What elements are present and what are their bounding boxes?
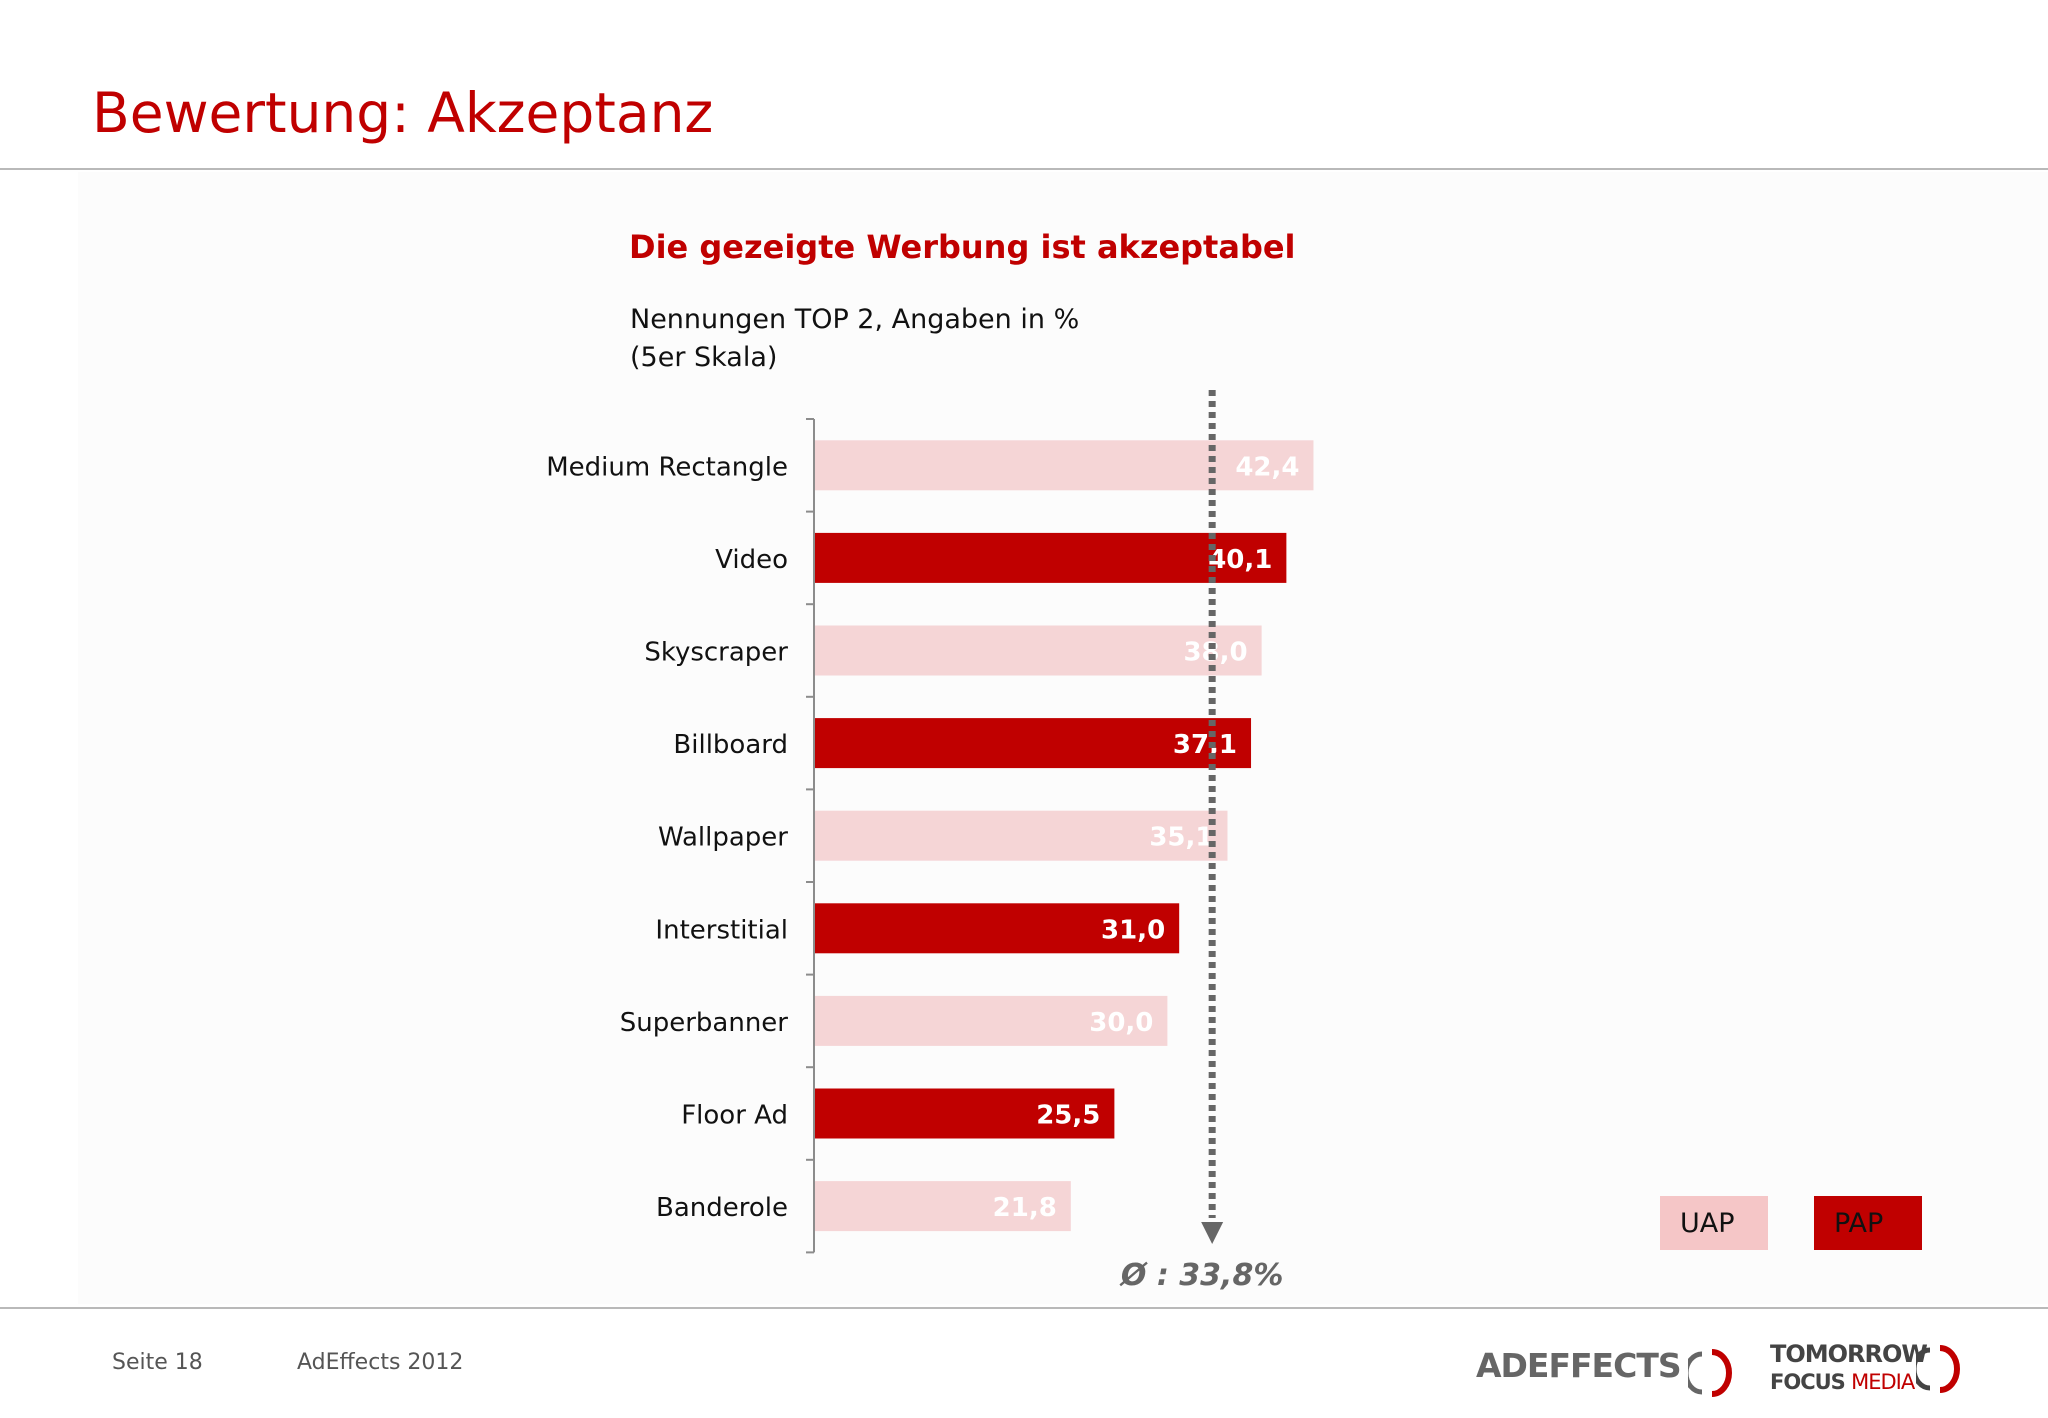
bar: [815, 1088, 1115, 1139]
tfm-logo-mark-icon: [1916, 1345, 1960, 1393]
category-label: Skyscraper: [644, 638, 788, 668]
adeffects-logo: ADEFFECTS: [1476, 1346, 1732, 1398]
tfm-logo-line-1: TOMORROW: [1770, 1340, 1928, 1368]
bar: [815, 625, 1262, 676]
legend-item-pap: PAP: [1814, 1196, 1922, 1250]
bar: [815, 532, 1287, 583]
data-label: 42,4: [1235, 452, 1299, 482]
data-label: 31,0: [1101, 915, 1165, 945]
chart-subtitle-line-2: (5er Skala): [630, 342, 778, 373]
legend-item-uap: UAP: [1660, 1196, 1768, 1250]
category-label: Interstitial: [655, 915, 788, 945]
bar: [815, 718, 1252, 769]
category-label: Banderole: [656, 1193, 788, 1223]
bar: [815, 440, 1314, 491]
data-label: 37,1: [1173, 730, 1237, 760]
data-label: 35,1: [1149, 823, 1213, 853]
bar: [815, 995, 1168, 1046]
chart-title: Die gezeigte Werbung ist akzeptabel: [629, 228, 1296, 266]
bar: [815, 810, 1228, 861]
data-label: 30,0: [1089, 1008, 1153, 1038]
page-title: Bewertung: Akzeptanz: [92, 81, 714, 145]
page-number: Seite 18: [112, 1350, 203, 1375]
bar: [815, 1181, 1071, 1232]
header-divider: [0, 168, 2048, 170]
category-label: Wallpaper: [658, 823, 788, 853]
data-label: 25,5: [1036, 1101, 1100, 1131]
chart-subtitle: Nennungen TOP 2, Angaben in % (5er Skala…: [630, 301, 1079, 377]
category-label: Video: [715, 545, 788, 575]
adeffects-logo-mark-icon: [1683, 1348, 1732, 1397]
average-label: Ø : 33,8%: [1119, 1258, 1283, 1293]
data-label: 40,1: [1208, 545, 1272, 575]
adeffects-logo-text: ADEFFECTS: [1476, 1346, 1682, 1385]
footer-source: AdEffects 2012: [297, 1350, 464, 1375]
tfm-logo-media: MEDIA: [1851, 1370, 1915, 1394]
category-label: Floor Ad: [681, 1101, 788, 1131]
category-label: Medium Rectangle: [546, 452, 788, 482]
chart-subtitle-line-1: Nennungen TOP 2, Angaben in %: [630, 304, 1080, 335]
data-label: 38,0: [1183, 638, 1247, 668]
category-label: Billboard: [673, 730, 788, 760]
bar: [815, 903, 1180, 954]
data-label: 21,8: [993, 1193, 1057, 1223]
footer-divider: [0, 1307, 2048, 1309]
tomorrow-focus-media-logo: TOMORROW FOCUS MEDIA: [1770, 1340, 1960, 1396]
category-label: Superbanner: [620, 1008, 789, 1038]
average-arrow-icon: [1201, 1222, 1224, 1244]
tfm-logo-focus: FOCUS: [1770, 1370, 1846, 1394]
